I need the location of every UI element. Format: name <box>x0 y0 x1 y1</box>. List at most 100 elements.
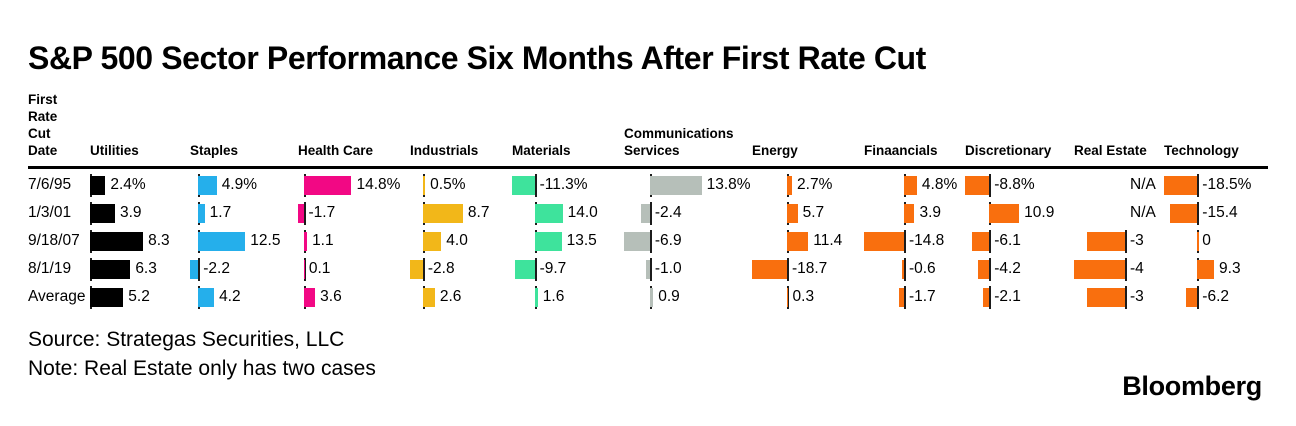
bar-staples <box>198 287 215 307</box>
bar-cell-staples: 12.5 <box>190 227 298 255</box>
value-label: -0.6 <box>908 260 936 277</box>
bar-discretionary <box>989 203 1020 223</box>
bar-financials <box>903 175 917 195</box>
value-label: 0.3 <box>792 288 815 305</box>
value-label: -15.4 <box>1202 204 1238 221</box>
bar-energy <box>786 175 793 195</box>
table-body: 7/6/95 2.4% 4.9% 14.8% 0.5% -11.3% 13.8% 2.7% 4.… <box>28 169 1268 311</box>
value-label: -11.3% <box>539 176 588 193</box>
bar-technology <box>1186 287 1198 307</box>
zero-axis <box>1125 229 1127 253</box>
value-label: N/A <box>1130 204 1156 221</box>
zero-axis <box>534 257 537 281</box>
bar-industrials <box>422 203 463 223</box>
bar-health-care <box>303 287 316 307</box>
value-label: -18.5% <box>1202 176 1252 193</box>
column-header-real-estate: Real Estate <box>1074 143 1147 158</box>
bar-industrials <box>422 231 442 251</box>
table-row: 9/18/07 8.3 12.5 1.1 4.0 13.5 -6.9 11.4 -14.8 -6.… <box>28 227 1268 255</box>
bar-cell-industrials: 8.7 <box>410 199 512 227</box>
value-label: -9.7 <box>539 260 567 277</box>
bar-cell-materials: 14.0 <box>512 199 624 227</box>
zero-axis <box>903 257 906 281</box>
column-header-utilities: Utilities <box>90 143 139 158</box>
zero-axis <box>903 285 906 309</box>
bar-technology <box>1164 175 1198 195</box>
value-label: 1.1 <box>312 232 334 249</box>
value-label: 5.2 <box>128 288 150 305</box>
bar-communications-services <box>624 231 650 251</box>
source-text: Source: Strategas Securities, LLC <box>28 328 345 351</box>
bar-staples <box>198 175 217 195</box>
bar-cell-industrials: 2.6 <box>410 283 512 311</box>
value-label: -14.8 <box>908 232 945 249</box>
value-label: -6.9 <box>654 232 682 249</box>
bar-cell-materials: -9.7 <box>512 255 624 283</box>
bar-technology <box>1197 259 1215 279</box>
bar-materials <box>534 231 562 251</box>
zero-axis <box>989 285 992 309</box>
row-date-label: 8/1/19 <box>28 260 72 277</box>
row-date-label: Average <box>28 288 86 305</box>
bar-cell-communications-services: -2.4 <box>624 199 752 227</box>
column-header-energy: Energy <box>752 143 798 158</box>
column-header-staples: Staples <box>190 143 239 158</box>
zero-axis <box>1197 173 1200 197</box>
table-row: 8/1/19 6.3 -2.2 0.1 -2.8 -9.7 -1.0 -18.7 -0.6 -4.… <box>28 255 1268 283</box>
bar-cell-energy: 0.3 <box>752 283 864 311</box>
bar-cell-energy: 2.7% <box>752 171 864 199</box>
value-label: 0.5% <box>430 176 466 193</box>
value-label: 4.2 <box>219 288 241 305</box>
column-header-date: First Rate Cut Date <box>28 91 90 159</box>
zero-axis <box>989 257 992 281</box>
value-label: N/A <box>1130 176 1156 193</box>
date-header-line: Cut <box>28 126 51 141</box>
bar-discretionary <box>965 175 990 195</box>
bar-utilities <box>90 203 115 223</box>
row-date-label: 1/3/01 <box>28 204 72 221</box>
value-label: -6.2 <box>1202 288 1230 305</box>
bar-cell-health-care: 1.1 <box>298 227 410 255</box>
header-divider-rule <box>28 166 1268 169</box>
column-header-discretionary: Discretionary <box>965 143 1052 158</box>
value-label: -2.1 <box>994 288 1021 305</box>
bar-materials <box>534 287 538 307</box>
value-label: -1.0 <box>654 260 682 277</box>
value-label: -2.4 <box>654 204 682 221</box>
bar-financials <box>864 231 904 251</box>
bar-cell-real-estate: N/A <box>1074 199 1164 227</box>
bar-cell-utilities: 2.4% <box>90 171 190 199</box>
value-label: 12.5 <box>250 232 281 249</box>
bar-discretionary <box>983 287 990 307</box>
value-label: 2.4% <box>110 176 146 193</box>
zero-axis <box>1197 201 1200 225</box>
bar-cell-energy: 5.7 <box>752 199 864 227</box>
column-header-financials: Finaancials <box>864 143 938 158</box>
bar-cell-financials: -1.7 <box>864 283 965 311</box>
bar-cell-utilities: 8.3 <box>90 227 190 255</box>
bar-cell-discretionary: -4.2 <box>965 255 1074 283</box>
table-row: 7/6/95 2.4% 4.9% 14.8% 0.5% -11.3% 13.8% 2.7% 4.… <box>28 171 1268 199</box>
date-header-line: First <box>28 92 58 107</box>
value-label: -8.8% <box>994 176 1035 193</box>
value-label: 2.6 <box>439 288 462 305</box>
value-label: -6.1 <box>994 232 1021 249</box>
column-header-technology: Technology <box>1164 143 1239 158</box>
bar-materials <box>534 203 563 223</box>
bar-cell-staples: 4.2 <box>190 283 298 311</box>
zero-axis <box>903 229 906 253</box>
bar-cell-industrials: -2.8 <box>410 255 512 283</box>
chart-title: S&P 500 Sector Performance Six Months Af… <box>28 40 926 76</box>
value-label: -18.7 <box>791 260 828 277</box>
zero-axis <box>1125 257 1127 281</box>
bar-cell-financials: -0.6 <box>864 255 965 283</box>
bar-real-estate <box>1086 231 1125 251</box>
bar-utilities <box>90 259 131 279</box>
bar-cell-technology: 0 <box>1164 227 1256 255</box>
zero-axis <box>198 257 201 281</box>
bar-health-care <box>298 203 304 223</box>
bar-cell-communications-services: 13.8% <box>624 171 752 199</box>
bar-utilities <box>90 231 144 251</box>
bar-cell-real-estate: -4 <box>1074 255 1164 283</box>
value-label: 3.9 <box>919 204 942 221</box>
